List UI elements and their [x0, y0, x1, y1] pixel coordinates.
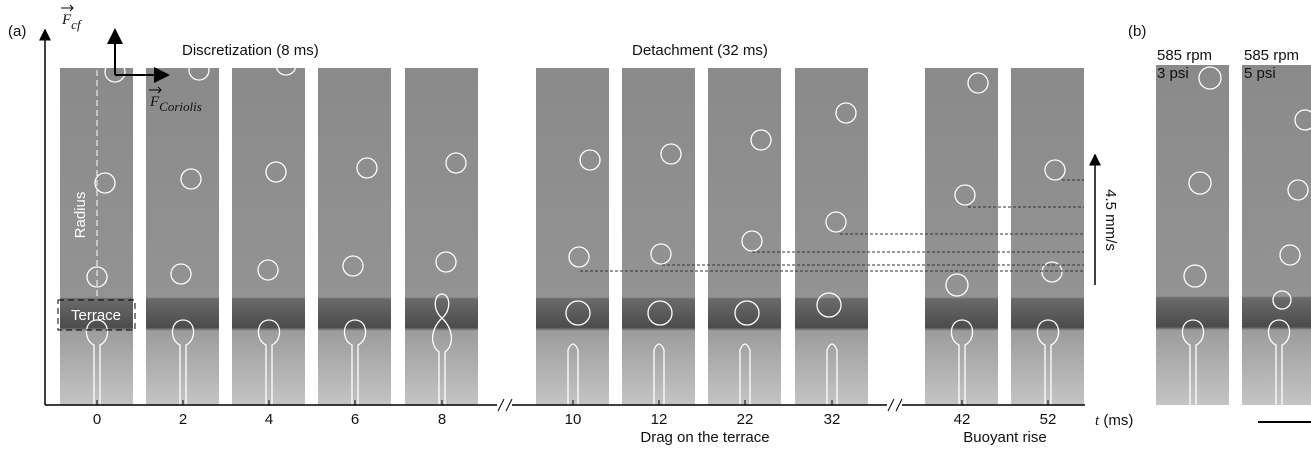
time-label: 6	[351, 411, 359, 428]
bubble	[356, 157, 378, 179]
bubble	[435, 251, 457, 273]
frame-image	[925, 68, 998, 405]
bubble	[94, 172, 116, 194]
bubble	[342, 255, 364, 277]
stage-label: Drag on the terrace	[640, 429, 769, 446]
terrace-box	[57, 299, 136, 331]
vector-arrow	[61, 4, 74, 12]
panel-label: (b)	[1128, 23, 1146, 40]
bubble	[954, 184, 976, 206]
force-label: Fcf	[61, 12, 83, 32]
frame-image	[1011, 68, 1084, 405]
bubble-neck	[1036, 319, 1060, 405]
annotations: (a) Fcf FCoriolis Discretization (8 ms) …	[8, 4, 1311, 446]
bubble	[816, 292, 842, 318]
bubble-neck	[653, 343, 665, 405]
bubble	[1044, 159, 1066, 181]
time-label: 0	[93, 411, 101, 428]
frame-image	[536, 68, 609, 405]
bubble	[1294, 109, 1311, 131]
time-label: 42	[954, 411, 971, 428]
vector-arrow	[149, 86, 162, 94]
bubble	[650, 243, 672, 265]
bubble	[188, 59, 210, 81]
bubble	[445, 152, 467, 174]
bubble	[265, 161, 287, 183]
bubble	[170, 263, 192, 285]
bubble	[660, 143, 682, 165]
frame-image	[60, 68, 133, 405]
condition-pressure: 3 psi	[1157, 65, 1189, 82]
bubble	[257, 259, 279, 281]
velocity-label: 4.5 mm/s	[1102, 189, 1119, 251]
frame-image	[795, 68, 868, 405]
bubble	[741, 230, 763, 252]
bubble-neck	[567, 343, 579, 405]
bubble	[734, 300, 760, 326]
bubble	[647, 300, 673, 326]
bubble	[568, 246, 590, 268]
bubble-neck	[950, 319, 974, 405]
bubble-neck	[1267, 319, 1291, 405]
bubble	[1188, 171, 1212, 195]
frame-image	[708, 68, 781, 405]
time-label: 12	[651, 411, 668, 428]
frames	[60, 54, 1311, 405]
bubble	[1279, 244, 1301, 266]
bubble	[1272, 290, 1292, 310]
axis-break	[497, 398, 903, 412]
bubble-neck	[85, 319, 109, 405]
panel-label: (a)	[8, 23, 26, 40]
bubble	[750, 129, 772, 151]
condition-pressure: 5 psi	[1244, 65, 1276, 82]
bubble-neck	[1181, 319, 1205, 405]
frame-image	[318, 68, 391, 405]
bubble	[967, 72, 989, 94]
radius-label: Radius	[72, 192, 89, 239]
phase-label: Discretization (8 ms)	[182, 42, 319, 59]
time-label: 52	[1040, 411, 1057, 428]
bubble	[825, 211, 847, 233]
bubble	[579, 149, 601, 171]
frame-image	[622, 68, 695, 405]
bubble-neck	[257, 319, 281, 405]
time-label: 32	[824, 411, 841, 428]
bubble	[1198, 66, 1222, 90]
bubble-neck	[739, 343, 751, 405]
axis-label: t (ms)	[1095, 412, 1133, 429]
stage-label: Buoyant rise	[963, 429, 1046, 446]
bubble	[86, 266, 108, 288]
bubble	[1041, 261, 1063, 283]
phase-label: Detachment (32 ms)	[632, 42, 768, 59]
frame-image	[1156, 65, 1229, 405]
bubble-neck	[171, 319, 195, 405]
time-label: 2	[179, 411, 187, 428]
bubble-neck	[826, 343, 838, 405]
bubble-neck	[343, 319, 367, 405]
bubble	[565, 300, 591, 326]
bubble	[835, 102, 857, 124]
time-label: 4	[265, 411, 273, 428]
guide-lines	[580, 179, 1084, 272]
bubble	[180, 168, 202, 190]
frame-image	[146, 68, 219, 405]
time-label: 10	[565, 411, 582, 428]
bubble	[275, 54, 297, 76]
time-label: 8	[438, 411, 446, 428]
bubble	[945, 273, 969, 297]
bubble	[1183, 264, 1207, 288]
condition-speed: 585 rpm	[1244, 47, 1299, 64]
bubble	[1287, 179, 1309, 201]
terrace-label: Terrace	[71, 307, 121, 324]
condition-speed: 585 rpm	[1157, 47, 1212, 64]
time-label: 22	[737, 411, 754, 428]
bubble-neck	[431, 293, 453, 405]
force-label: FCoriolis	[149, 94, 202, 114]
frame-image	[405, 68, 478, 405]
frame-image	[232, 68, 305, 405]
